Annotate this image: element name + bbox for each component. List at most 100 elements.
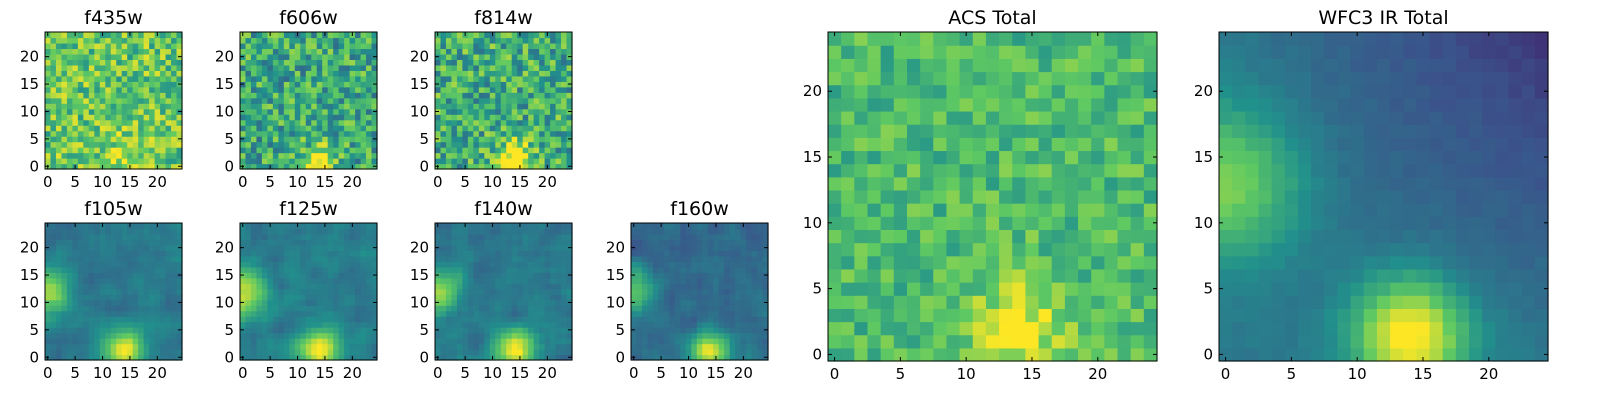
heatmap-cell bbox=[511, 349, 518, 356]
heatmap-cell bbox=[349, 37, 356, 44]
heatmap-cell bbox=[300, 37, 307, 44]
heatmap-cell bbox=[256, 163, 263, 170]
heatmap-cell bbox=[495, 48, 502, 55]
heatmap-cell bbox=[99, 261, 106, 268]
heatmap-cell bbox=[338, 250, 345, 257]
heatmap-cell bbox=[311, 158, 318, 165]
x-tick-label: 10 bbox=[483, 173, 502, 191]
heatmap-cell bbox=[440, 228, 447, 235]
heatmap-cell bbox=[451, 223, 458, 230]
heatmap-cell bbox=[533, 119, 540, 126]
heatmap-cell bbox=[456, 81, 463, 88]
heatmap-cell bbox=[478, 147, 485, 154]
heatmap-cell bbox=[171, 163, 178, 170]
heatmap-cell bbox=[283, 277, 290, 284]
heatmap-cell bbox=[250, 255, 258, 262]
heatmap-cell bbox=[355, 223, 362, 230]
heatmap-cell bbox=[746, 228, 753, 235]
heatmap-cell bbox=[338, 283, 345, 290]
heatmap-cell bbox=[669, 244, 676, 251]
heatmap-cell bbox=[94, 343, 101, 350]
heatmap-cell bbox=[132, 332, 139, 339]
heatmap-cell bbox=[245, 272, 252, 279]
heatmap-cell bbox=[478, 250, 485, 257]
heatmap-cell bbox=[171, 158, 178, 165]
heatmap-cell bbox=[110, 103, 117, 110]
heatmap-cell bbox=[489, 349, 496, 356]
heatmap-cell bbox=[445, 272, 453, 279]
heatmap-cell bbox=[959, 163, 974, 178]
heatmap-cell bbox=[94, 136, 101, 143]
y-tick-label: 20 bbox=[20, 48, 39, 66]
heatmap-cell bbox=[245, 310, 252, 317]
heatmap-cell bbox=[680, 266, 687, 273]
heatmap-cell bbox=[462, 147, 469, 154]
heatmap-cell bbox=[143, 233, 150, 241]
heatmap-cell bbox=[631, 294, 638, 301]
heatmap-cell bbox=[294, 327, 301, 334]
heatmap-cell bbox=[511, 310, 518, 317]
heatmap-cell bbox=[669, 255, 676, 262]
heatmap-cell bbox=[371, 338, 378, 345]
heatmap-cell bbox=[735, 239, 742, 246]
heatmap-cell bbox=[691, 343, 698, 350]
heatmap-cell bbox=[478, 59, 485, 66]
heatmap-cell bbox=[165, 338, 172, 345]
heatmap-cell bbox=[55, 42, 63, 50]
heatmap-cell bbox=[72, 233, 79, 241]
heatmap-cell bbox=[440, 136, 447, 143]
heatmap-cell bbox=[61, 130, 68, 137]
heatmap-cell bbox=[132, 81, 139, 88]
heatmap-cell bbox=[724, 288, 731, 295]
heatmap-cell bbox=[893, 347, 908, 362]
heatmap-cell bbox=[50, 97, 57, 104]
heatmap-cell bbox=[250, 97, 258, 104]
heatmap-cell bbox=[250, 75, 258, 82]
heatmap-cell bbox=[663, 343, 670, 350]
heatmap-cell bbox=[462, 294, 469, 301]
heatmap-cell bbox=[473, 294, 480, 301]
heatmap-cell bbox=[652, 349, 659, 356]
heatmap-cell bbox=[55, 283, 63, 290]
heatmap-cell bbox=[261, 75, 268, 82]
heatmap-cell bbox=[66, 136, 73, 143]
heatmap-cell bbox=[105, 114, 112, 121]
heatmap-cell bbox=[462, 244, 469, 251]
heatmap-cell bbox=[72, 288, 79, 295]
heatmap-cell bbox=[506, 42, 513, 50]
heatmap-cell bbox=[724, 321, 731, 328]
heatmap-cell bbox=[94, 283, 101, 290]
heatmap-cell bbox=[149, 64, 156, 71]
heatmap-cell bbox=[154, 294, 161, 301]
heatmap-cell bbox=[467, 223, 474, 230]
heatmap-cell bbox=[555, 53, 562, 60]
heatmap-cell bbox=[539, 239, 546, 246]
heatmap-cell bbox=[435, 70, 442, 77]
heatmap-cell bbox=[283, 327, 290, 334]
heatmap-cell bbox=[138, 332, 145, 339]
heatmap-cell bbox=[445, 244, 453, 251]
heatmap-cell bbox=[740, 338, 747, 345]
heatmap-cell bbox=[366, 305, 373, 312]
heatmap-cell bbox=[880, 321, 895, 336]
heatmap-cell bbox=[272, 223, 279, 230]
heatmap-cell bbox=[99, 136, 106, 143]
heatmap-cell bbox=[500, 272, 507, 279]
heatmap-cell bbox=[55, 37, 63, 44]
heatmap-cell bbox=[445, 343, 453, 350]
heatmap-cell bbox=[355, 114, 362, 121]
heatmap-cell bbox=[165, 228, 172, 235]
heatmap-cell bbox=[344, 321, 351, 328]
heatmap-cell bbox=[344, 42, 351, 50]
heatmap-cell bbox=[658, 299, 665, 306]
heatmap-cell bbox=[371, 255, 378, 262]
heatmap-cell bbox=[261, 86, 268, 93]
y-tick-label: 0 bbox=[419, 157, 429, 175]
heatmap-cell bbox=[143, 327, 150, 334]
heatmap-cell bbox=[132, 244, 139, 251]
heatmap-cell bbox=[880, 282, 895, 296]
heatmap-cell bbox=[316, 97, 323, 104]
heatmap-cell bbox=[371, 152, 378, 159]
